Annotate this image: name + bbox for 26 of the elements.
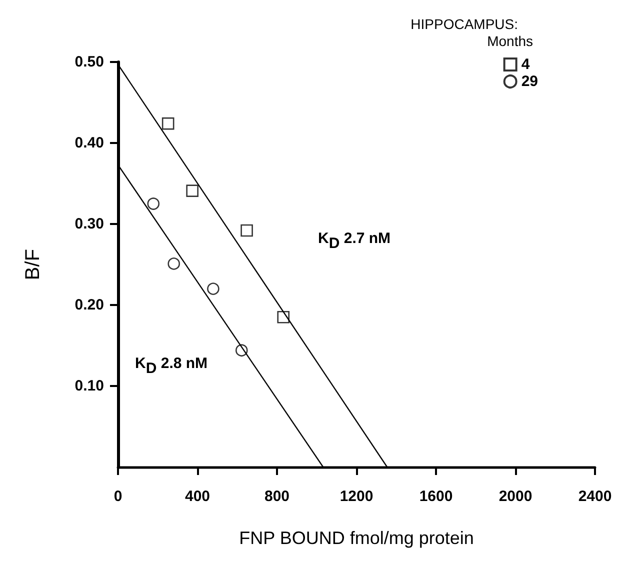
point	[235, 344, 248, 357]
x-tick-label: 1200	[340, 488, 374, 505]
x-tick-label: 400	[184, 488, 210, 505]
x-axis-title: FNP BOUND fmol/mg protein	[239, 528, 474, 548]
point	[168, 258, 180, 270]
point	[186, 184, 198, 197]
point	[240, 224, 253, 237]
point	[277, 311, 290, 324]
y-tick-label: 0.10	[74, 378, 104, 394]
legend-label: 29	[521, 73, 538, 90]
point	[147, 198, 160, 210]
x-tick-label: 2400	[578, 488, 612, 505]
y-tick-label: 0.20	[74, 296, 104, 314]
x-tick-label: 0	[114, 488, 122, 505]
point	[207, 282, 220, 295]
x-tick-label: 1600	[419, 488, 453, 505]
point	[162, 117, 174, 130]
y-tick-label: 0.30	[74, 216, 104, 232]
chart-title: HIPPOCAMPUS:	[410, 16, 518, 32]
x-tick-label: 800	[264, 488, 290, 505]
y-axis-title: B/F	[22, 248, 44, 280]
legend-label: 4	[521, 56, 530, 73]
y-tick-label: 0.50	[74, 54, 104, 70]
legend-title: Months	[487, 33, 534, 49]
x-tick-label: 2000	[498, 488, 532, 505]
y-tick-label: 0.40	[74, 134, 104, 152]
